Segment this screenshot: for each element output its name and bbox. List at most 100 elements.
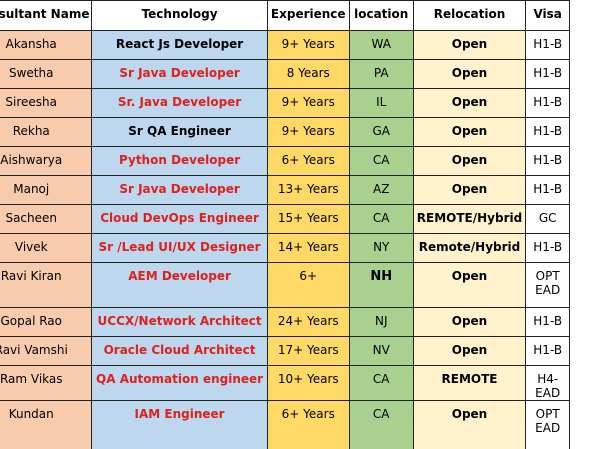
table-cell: OPT EAD xyxy=(525,262,570,308)
table-cell: Ravi Kiran xyxy=(0,262,93,308)
table-row: Ravi Vamshi Oracle Cloud Architect 17+ Yea… xyxy=(0,336,570,366)
table-cell: H1-B xyxy=(525,233,570,263)
table-cell: Cloud DevOps Engineer xyxy=(91,204,268,234)
table-cell: PA xyxy=(348,59,414,89)
table-cell: CA xyxy=(348,365,414,401)
table-row: Ravi Kiran AEM Developer 6+ NH Open OPT EAD xyxy=(0,262,570,308)
table-cell: Open xyxy=(412,262,527,308)
table-cell: 9+ Years xyxy=(266,30,350,60)
table-cell: GA xyxy=(348,117,414,147)
table-cell: H1-B xyxy=(525,336,570,366)
table-cell: NH xyxy=(348,262,414,308)
table-cell: Rekha xyxy=(0,117,93,147)
table-cell: QA Automation engineer xyxy=(91,365,268,401)
table-cell: AEM Developer xyxy=(91,262,268,308)
table-cell: NY xyxy=(348,233,414,263)
table-cell: 24+ Years xyxy=(266,307,350,337)
table-row: Sireesha Sr. Java Developer 9+ Years IL Open… xyxy=(0,88,570,118)
table-cell: IL xyxy=(348,88,414,118)
table-cell: Kundan xyxy=(0,400,93,449)
table-cell: Open xyxy=(412,175,527,205)
table-cell: GC xyxy=(525,204,570,234)
table-cell: Open xyxy=(412,307,527,337)
table-cell: Oracle Cloud Architect xyxy=(91,336,268,366)
table-cell: 13+ Years xyxy=(266,175,350,205)
table-cell: Aishwarya xyxy=(0,146,93,176)
table-cell: WA xyxy=(348,30,414,60)
table-cell: 10+ Years xyxy=(266,365,350,401)
table-cell: H1-B xyxy=(525,117,570,147)
table-cell: Open xyxy=(412,146,527,176)
table-cell: Open xyxy=(412,400,527,449)
table-cell: Sireesha xyxy=(0,88,93,118)
column-header: Technology xyxy=(91,0,268,31)
table-row: Swetha Sr Java Developer 8 Years PA Open H1-B xyxy=(0,59,570,89)
table-cell: 6+ Years xyxy=(266,400,350,449)
column-header: Experience xyxy=(266,0,350,31)
header-row: Consultant NameTechnologyExperiencelocat… xyxy=(0,0,570,31)
table-cell: Open xyxy=(412,30,527,60)
table-cell: Python Developer xyxy=(91,146,268,176)
table-cell: 17+ Years xyxy=(266,336,350,366)
table-cell: H1-B xyxy=(525,307,570,337)
table-cell: NJ xyxy=(348,307,414,337)
table-cell: REMOTE/Hybrid xyxy=(412,204,527,234)
consultant-table: Consultant NameTechnologyExperiencelocat… xyxy=(0,0,570,449)
table-cell: Open xyxy=(412,336,527,366)
table-cell: H1-B xyxy=(525,30,570,60)
table-row: Manoj Sr Java Developer 13+ Years AZ Open H1-… xyxy=(0,175,570,205)
table-cell: Sacheen xyxy=(0,204,93,234)
table-cell: H1-B xyxy=(525,175,570,205)
table-cell: Open xyxy=(412,117,527,147)
column-header: Visa xyxy=(525,0,570,31)
table-cell: 6+ Years xyxy=(266,146,350,176)
table-cell: Gopal Rao xyxy=(0,307,93,337)
table-cell: CA xyxy=(348,400,414,449)
table-row: Rekha Sr QA Engineer 9+ Years GA Open H1-B xyxy=(0,117,570,147)
table-cell: Open xyxy=(412,59,527,89)
table-cell: Remote/Hybrid xyxy=(412,233,527,263)
table-row: Akansha React Js Developer 9+ Years WA Open H… xyxy=(0,30,570,60)
table-cell: REMOTE xyxy=(412,365,527,401)
table-cell: OPT EAD xyxy=(525,400,570,449)
column-header: location xyxy=(348,0,414,31)
table-row: Ram Vikas QA Automation engineer 10+ Years… xyxy=(0,365,570,401)
table-cell: 6+ xyxy=(266,262,350,308)
table-row: Sacheen Cloud DevOps Engineer 15+ Years CA R… xyxy=(0,204,570,234)
table-cell: Ram Vikas xyxy=(0,365,93,401)
table-cell: 15+ Years xyxy=(266,204,350,234)
table-cell: Ravi Vamshi xyxy=(0,336,93,366)
table-cell: H4-EAD xyxy=(525,365,570,401)
table-cell: 8 Years xyxy=(266,59,350,89)
table-cell: Sr /Lead UI/UX Designer xyxy=(91,233,268,263)
column-header: Relocation xyxy=(412,0,527,31)
table-cell: Sr Java Developer xyxy=(91,59,268,89)
table-cell: CA xyxy=(348,146,414,176)
table-cell: Vivek xyxy=(0,233,93,263)
table-cell: H1-B xyxy=(525,146,570,176)
column-header: Consultant Name xyxy=(0,0,93,31)
table-cell: 9+ Years xyxy=(266,88,350,118)
table-cell: CA xyxy=(348,204,414,234)
table-cell: Sr. Java Developer xyxy=(91,88,268,118)
table-row: Gopal Rao UCCX/Network Architect 24+ Years… xyxy=(0,307,570,337)
table-cell: Open xyxy=(412,88,527,118)
table-row: Aishwarya Python Developer 6+ Years CA Open H… xyxy=(0,146,570,176)
table-row: Kundan IAM Engineer 6+ Years CA Open OPT EAD xyxy=(0,400,570,449)
table-cell: H1-B xyxy=(525,59,570,89)
table-cell: Manoj xyxy=(0,175,93,205)
table-cell: 14+ Years xyxy=(266,233,350,263)
table-cell: Swetha xyxy=(0,59,93,89)
table-cell: IAM Engineer xyxy=(91,400,268,449)
table-row: Vivek Sr /Lead UI/UX Designer 14+ Years NY R… xyxy=(0,233,570,263)
table-cell: React Js Developer xyxy=(91,30,268,60)
table-cell: 9+ Years xyxy=(266,117,350,147)
table-cell: H1-B xyxy=(525,88,570,118)
table-cell: Akansha xyxy=(0,30,93,60)
table-cell: Sr QA Engineer xyxy=(91,117,268,147)
table-cell: NV xyxy=(348,336,414,366)
table-cell: UCCX/Network Architect xyxy=(91,307,268,337)
table-cell: Sr Java Developer xyxy=(91,175,268,205)
table-cell: AZ xyxy=(348,175,414,205)
